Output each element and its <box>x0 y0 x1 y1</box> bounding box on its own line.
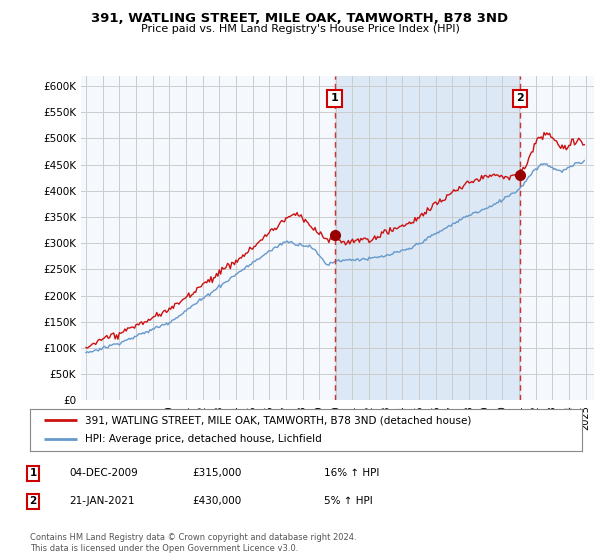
Text: 5% ↑ HPI: 5% ↑ HPI <box>324 496 373 506</box>
Text: 391, WATLING STREET, MILE OAK, TAMWORTH, B78 3ND (detached house): 391, WATLING STREET, MILE OAK, TAMWORTH,… <box>85 415 472 425</box>
Text: 2: 2 <box>29 496 37 506</box>
Text: 1: 1 <box>331 94 338 104</box>
Text: Price paid vs. HM Land Registry's House Price Index (HPI): Price paid vs. HM Land Registry's House … <box>140 24 460 34</box>
Text: £315,000: £315,000 <box>192 468 241 478</box>
Text: Contains HM Land Registry data © Crown copyright and database right 2024.
This d: Contains HM Land Registry data © Crown c… <box>30 533 356 553</box>
Text: 04-DEC-2009: 04-DEC-2009 <box>69 468 138 478</box>
Bar <box>335 76 520 400</box>
Text: £430,000: £430,000 <box>192 496 241 506</box>
Text: 16% ↑ HPI: 16% ↑ HPI <box>324 468 379 478</box>
Text: 21-JAN-2021: 21-JAN-2021 <box>69 496 134 506</box>
Text: 2: 2 <box>516 94 524 104</box>
Text: HPI: Average price, detached house, Lichfield: HPI: Average price, detached house, Lich… <box>85 435 322 445</box>
Text: 1: 1 <box>29 468 37 478</box>
Text: 391, WATLING STREET, MILE OAK, TAMWORTH, B78 3ND: 391, WATLING STREET, MILE OAK, TAMWORTH,… <box>91 12 509 25</box>
